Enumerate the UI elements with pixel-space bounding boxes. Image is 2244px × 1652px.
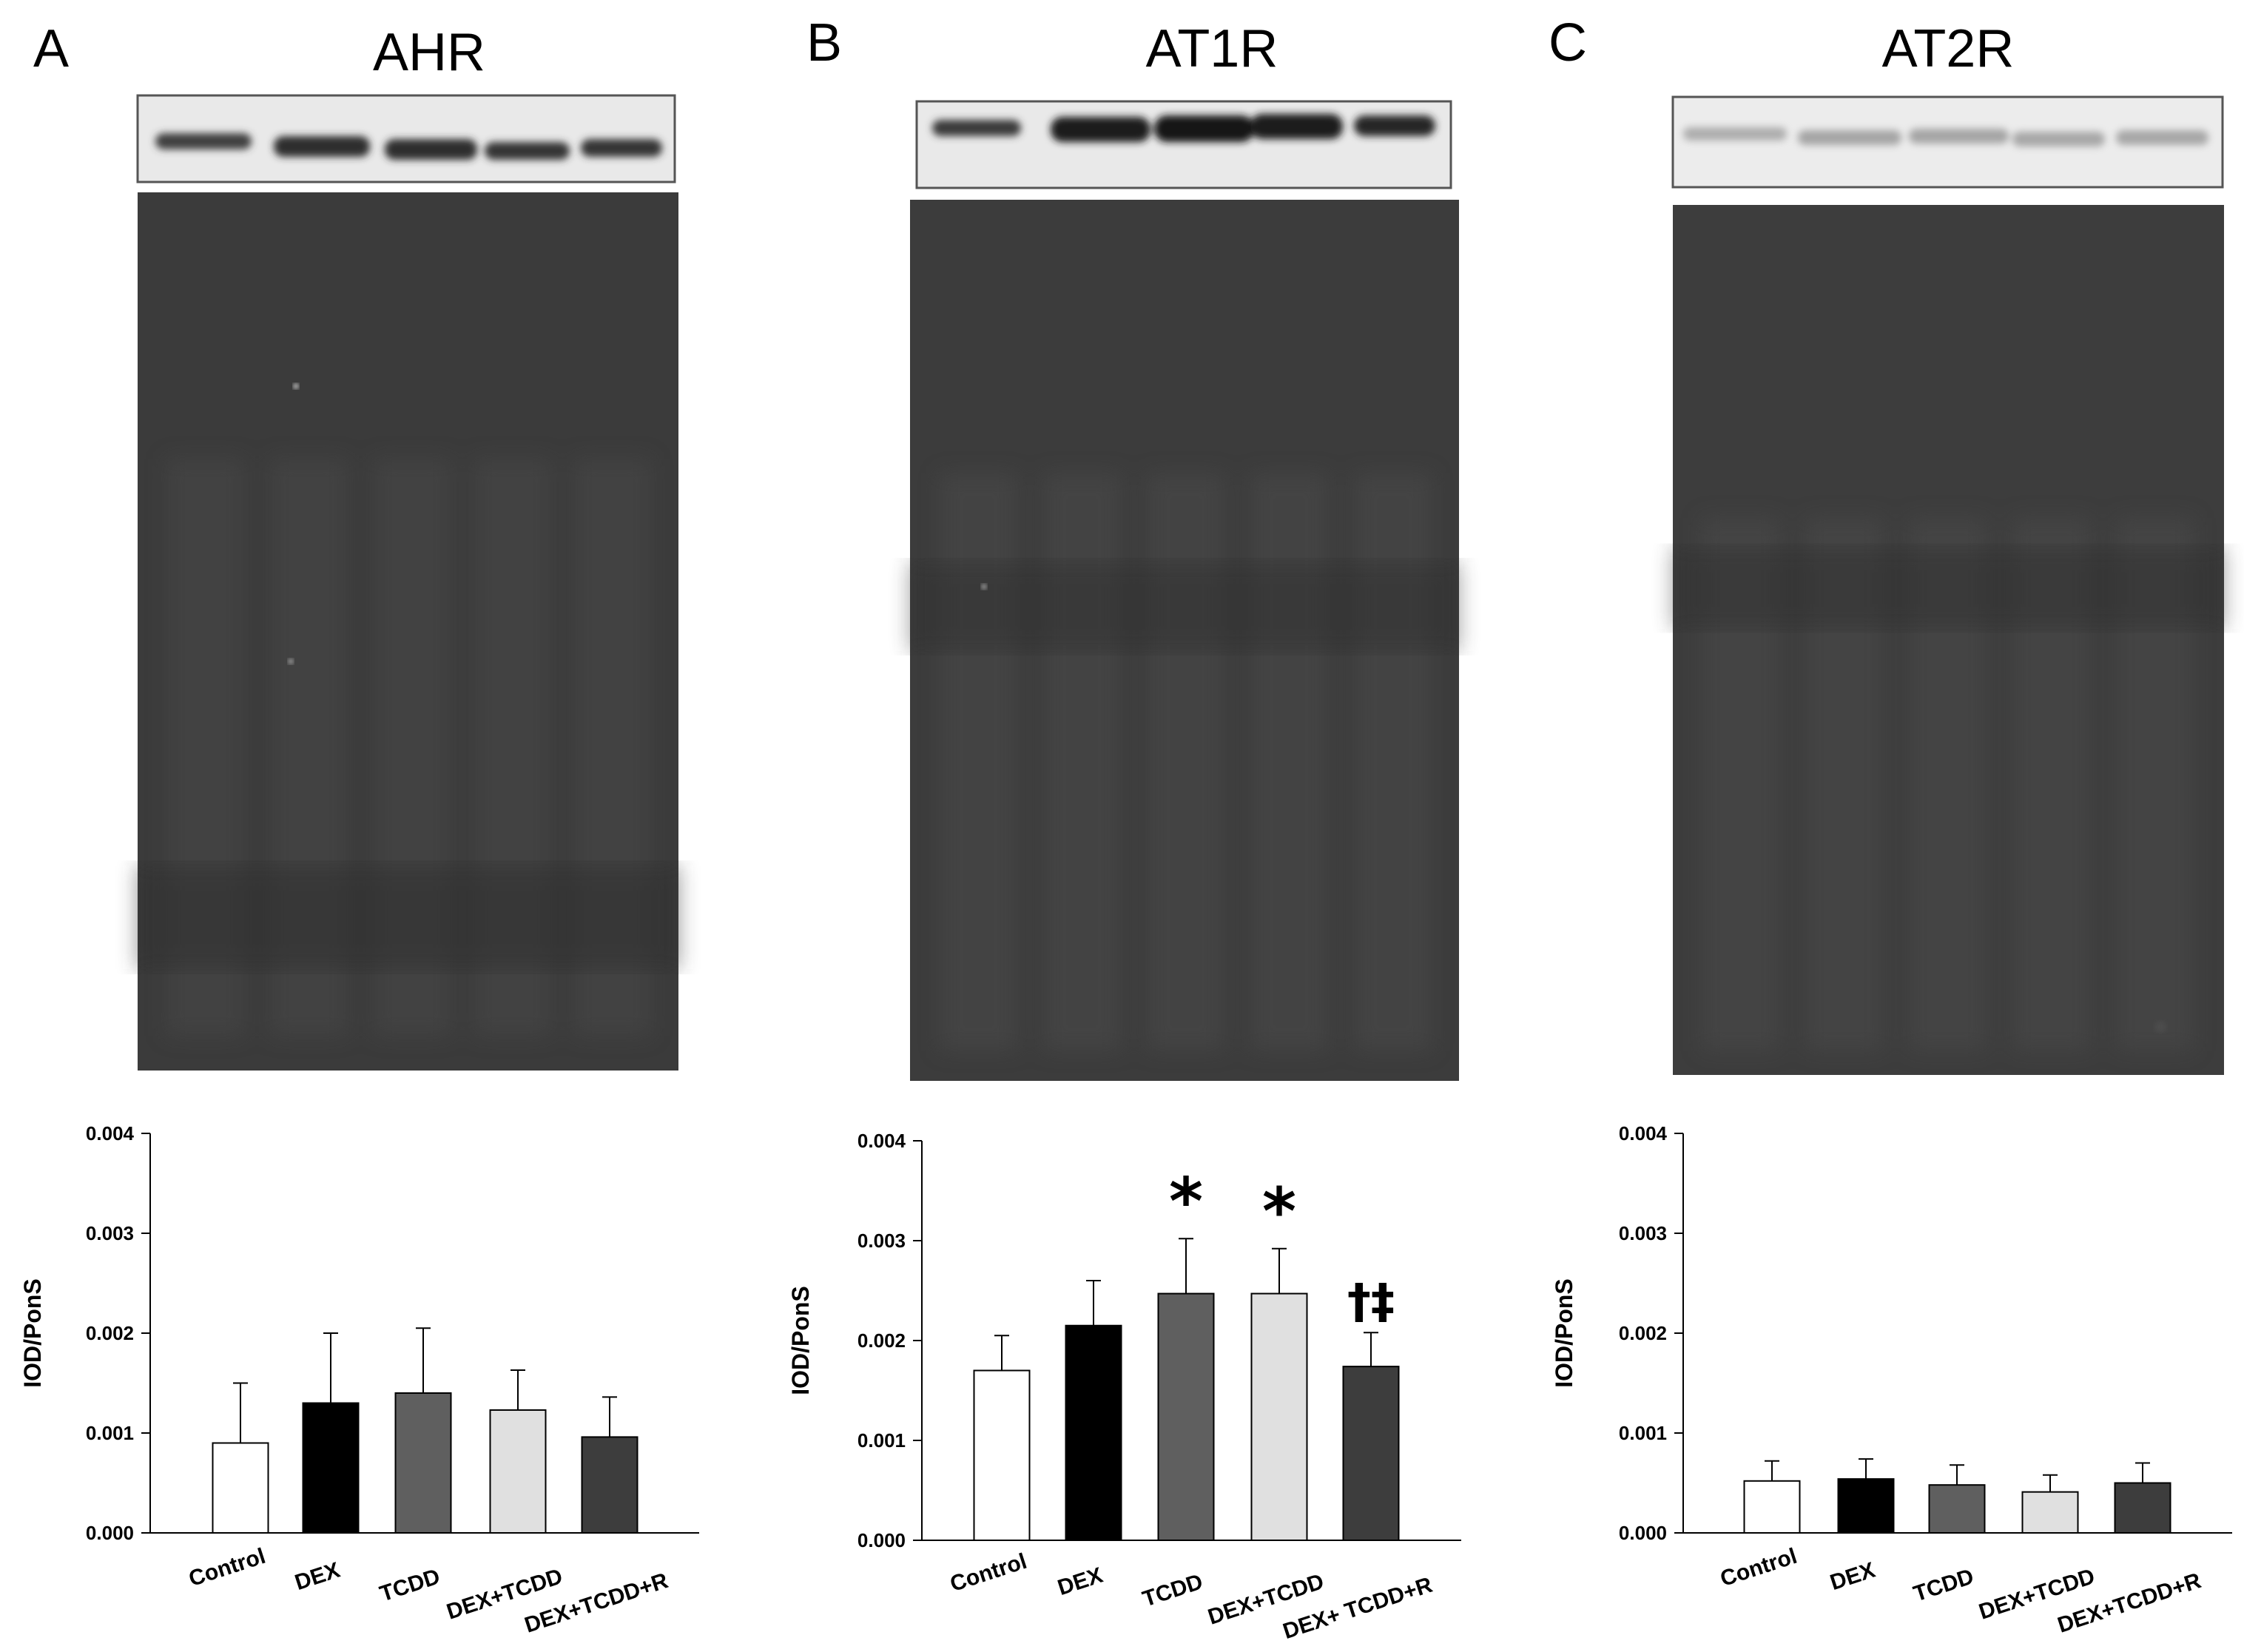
bar <box>489 1409 547 1534</box>
membrane-spot <box>2154 1021 2166 1033</box>
y-tick-label: 0.001 <box>1619 1422 1667 1444</box>
significance-dagger: †‡ <box>1347 1275 1395 1329</box>
ponceau-membrane-a <box>138 192 678 1071</box>
y-axis-label: IOD/PonS <box>1551 1278 1577 1388</box>
y-tick-label: 0.004 <box>86 1122 135 1144</box>
significance-asterisk: * <box>1262 1173 1296 1250</box>
ponceau-membrane-b <box>910 200 1459 1081</box>
panel-letter-c: C <box>1549 13 1587 73</box>
band-lane-2 <box>1798 130 1901 145</box>
lane-shade <box>1250 473 1328 1051</box>
bar <box>1157 1292 1215 1542</box>
band-lane-3 <box>1909 129 2009 144</box>
band-lane-2 <box>274 136 370 157</box>
y-tick-label: 0.000 <box>857 1529 906 1551</box>
y-tick-label: 0.001 <box>86 1422 134 1444</box>
band-lane-3 <box>1154 115 1254 142</box>
category-label: DEX <box>292 1558 343 1595</box>
panel-b-title: AT1R <box>1146 19 1278 78</box>
bar <box>1250 1292 1308 1542</box>
lane-shade <box>1147 473 1224 1051</box>
category-label: DEX <box>1055 1563 1106 1600</box>
membrane-dark-band <box>910 562 1459 651</box>
membrane-spot <box>293 383 299 389</box>
band-strip-frame <box>915 100 1452 189</box>
bar <box>581 1436 639 1534</box>
band-lane-4 <box>485 142 570 160</box>
category-label: TCDD <box>1910 1564 1976 1606</box>
bar <box>1837 1478 1895 1534</box>
bar <box>1928 1484 1986 1534</box>
bar <box>394 1392 452 1534</box>
bar-chart-b: 0.000 0.001 0.002 0.003 0.004 IOD/PonS Control… <box>787 1130 1461 1644</box>
lane-shade <box>1354 473 1432 1051</box>
y-tick-label: 0.002 <box>857 1329 906 1352</box>
bar-chart-a: 0.000 0.001 0.002 0.003 0.004 IOD/PonS Control… <box>19 1122 699 1638</box>
band-lane-1 <box>155 133 252 149</box>
band-lane-5 <box>1354 115 1435 136</box>
y-axis-label: IOD/PonS <box>787 1286 814 1395</box>
y-tick-label: 0.000 <box>86 1522 134 1544</box>
blot-band-strip-a <box>136 94 676 183</box>
y-tick-label: 0.000 <box>1619 1522 1667 1544</box>
lane-shade <box>940 473 1017 1051</box>
category-label: DEX <box>1827 1558 1879 1595</box>
bar <box>2114 1482 2171 1534</box>
bands <box>155 133 662 160</box>
bar <box>302 1402 360 1534</box>
category-label: Control <box>186 1544 269 1591</box>
bar <box>212 1442 269 1534</box>
panel-c-title: AT2R <box>1882 19 2015 78</box>
membrane-dark-band <box>138 866 678 969</box>
band-lane-1 <box>932 120 1021 136</box>
y-tick-label: 0.004 <box>857 1130 906 1152</box>
band-lane-1 <box>1683 127 1787 141</box>
blot-band-strip-c <box>1671 95 2224 189</box>
bar <box>1065 1324 1122 1541</box>
category-label: Control <box>947 1549 1030 1597</box>
lane-shade <box>1043 473 1121 1051</box>
y-tick-label: 0.003 <box>1619 1222 1667 1244</box>
y-tick-label: 0.003 <box>857 1230 906 1252</box>
significance-asterisk: * <box>1169 1163 1203 1239</box>
blot-band-strip-b <box>915 100 1452 189</box>
panel-letter-b: B <box>806 13 842 73</box>
bar <box>973 1369 1031 1541</box>
y-tick-label: 0.003 <box>86 1222 134 1244</box>
membrane-dark-band <box>1673 547 2224 629</box>
category-label: Control <box>1717 1544 1800 1591</box>
category-label: TCDD <box>377 1564 442 1606</box>
category-label: TCDD <box>1139 1569 1205 1611</box>
bar <box>2021 1491 2079 1534</box>
ponceau-membrane-c <box>1673 205 2224 1075</box>
y-tick-label: 0.004 <box>1619 1122 1668 1144</box>
band-lane-2 <box>1051 117 1150 142</box>
y-axis-label: IOD/PonS <box>19 1278 46 1388</box>
bands <box>932 114 1435 142</box>
band-lane-4 <box>1250 114 1343 139</box>
band-lane-5 <box>2116 130 2208 145</box>
bands <box>1683 127 2208 146</box>
band-lane-4 <box>2012 132 2105 146</box>
membrane-spot <box>981 584 987 590</box>
panel-a: A AHR 0.000 0.001 <box>19 19 699 1638</box>
panel-a-title: AHR <box>373 23 485 82</box>
bar-chart-c: 0.000 0.001 0.002 0.003 0.004 IOD/PonS Control… <box>1551 1122 2232 1638</box>
bar <box>1743 1480 1801 1534</box>
band-lane-5 <box>581 139 662 157</box>
y-tick-label: 0.001 <box>857 1429 906 1452</box>
y-tick-label: 0.002 <box>1619 1322 1667 1344</box>
bar <box>1342 1366 1400 1541</box>
membrane-spot <box>288 658 294 664</box>
band-lane-3 <box>385 139 477 160</box>
y-tick-label: 0.002 <box>86 1322 134 1344</box>
membrane-lanes <box>940 473 1432 1051</box>
panel-letter-a: A <box>33 19 69 78</box>
